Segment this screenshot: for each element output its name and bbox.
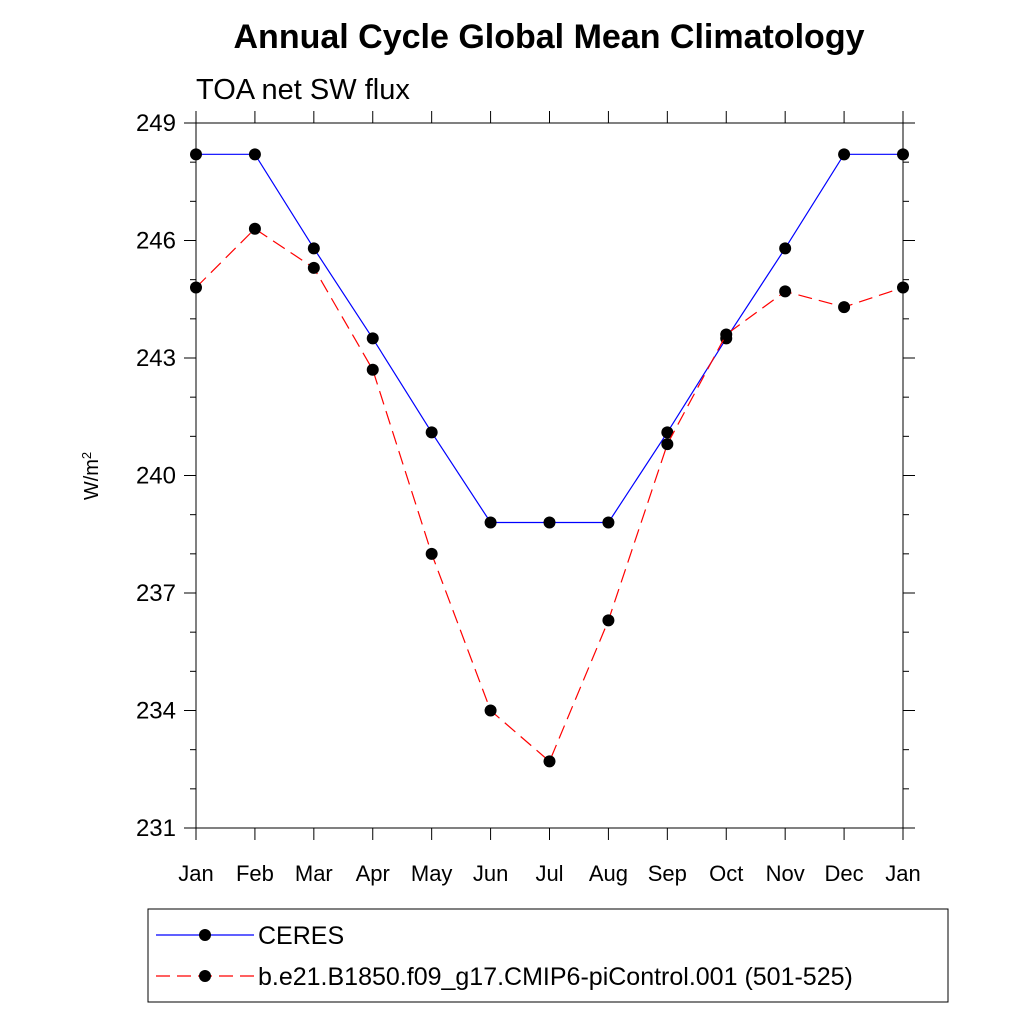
legend: CERES b.e21.B1850.f09_g17.CMIP6-piContro… <box>147 908 949 1003</box>
data-point <box>425 547 438 560</box>
data-point <box>779 242 792 255</box>
data-point <box>248 222 261 235</box>
x-tick-label: Jul <box>535 861 563 886</box>
data-point <box>838 301 851 314</box>
x-tick-label: Jan <box>178 861 213 886</box>
y-tick-label: 237 <box>136 580 176 607</box>
y-tick-label: 243 <box>136 345 176 372</box>
legend-marker-ceres <box>199 929 211 941</box>
data-point <box>661 438 674 451</box>
y-tick-label: 231 <box>136 815 176 842</box>
chart-subtitle: TOA net SW flux <box>196 74 410 106</box>
data-point <box>720 328 733 341</box>
data-point <box>897 148 909 161</box>
x-tick-label: Apr <box>356 861 390 886</box>
x-tick-label: Jun <box>473 861 508 886</box>
x-tick-label: May <box>411 861 453 886</box>
data-point <box>307 261 320 274</box>
data-point <box>779 285 792 298</box>
series-line-1 <box>195 227 904 763</box>
data-point <box>366 363 379 376</box>
x-tick-label: Nov <box>766 861 805 886</box>
legend-label-ceres: CERES <box>258 922 344 950</box>
legend-marker-model <box>199 970 211 982</box>
x-tick-label: Mar <box>295 861 333 886</box>
data-point <box>897 281 909 294</box>
legend-label-model: b.e21.B1850.f09_g17.CMIP6-piControl.001 … <box>258 963 853 991</box>
x-axis: Jan Feb Mar Apr May Jun Jul Aug Sep Oct Nov Dec Jan <box>178 111 921 886</box>
x-tick-label: Jan <box>885 861 920 886</box>
data-point <box>602 516 615 529</box>
data-point <box>366 332 379 345</box>
x-tick-label: Sep <box>648 861 687 886</box>
data-point <box>661 426 674 439</box>
data-point <box>190 281 202 294</box>
y-axis: 231 234 237 240 243 246 249 <box>136 110 915 842</box>
legend-box <box>147 908 949 1003</box>
series-layer <box>190 148 909 768</box>
x-tick-label: Feb <box>236 861 274 886</box>
data-point <box>543 516 556 529</box>
y-axis-label: W/m2 <box>79 452 104 500</box>
data-point <box>838 148 851 161</box>
x-tick-label: Dec <box>825 861 864 886</box>
data-point <box>190 148 202 161</box>
y-tick-label: 246 <box>136 228 176 255</box>
data-point <box>425 426 438 439</box>
series-line-0 <box>196 153 903 524</box>
data-point <box>602 614 615 627</box>
data-point <box>484 704 497 717</box>
data-point <box>307 242 320 255</box>
y-tick-label: 240 <box>136 463 176 490</box>
data-point <box>484 516 497 529</box>
y-tick-label: 234 <box>136 698 176 725</box>
x-tick-label: Aug <box>589 861 628 886</box>
x-tick-label: Oct <box>709 861 743 886</box>
y-tick-label: 249 <box>136 110 176 137</box>
data-point <box>543 755 556 768</box>
data-point <box>248 148 261 161</box>
chart-title: Annual Cycle Global Mean Climatology <box>234 18 865 56</box>
